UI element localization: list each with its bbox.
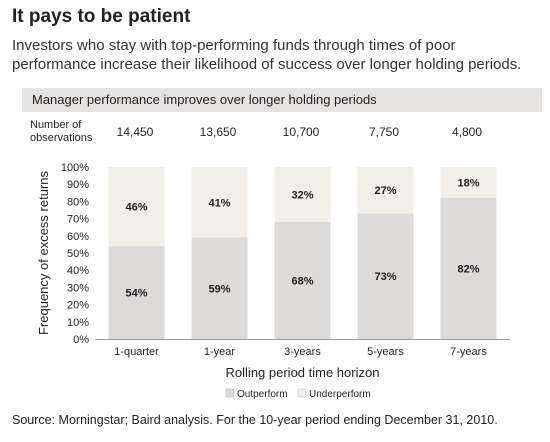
data-label-outperform: 73% bbox=[374, 271, 396, 283]
stacked-bar-chart: 0% 10% 20% 30% 40% 50% 60% 70% 80% 90% 100% Frequen… bbox=[36, 162, 510, 400]
bar-underperform bbox=[357, 167, 414, 214]
observation-count: 13,650 bbox=[199, 125, 237, 139]
y-tick-label: 0% bbox=[73, 334, 89, 346]
panel-header: Manager performance improves over longer… bbox=[22, 88, 542, 112]
bar-outperform bbox=[108, 246, 165, 339]
observation-count: 4,800 bbox=[451, 125, 483, 139]
bar-outperform bbox=[191, 237, 248, 339]
observation-count: 7,750 bbox=[368, 125, 400, 139]
data-label-underperform: 27% bbox=[374, 185, 396, 197]
chart-subtitle: Investors who stay with top-performing f… bbox=[12, 37, 522, 73]
observations-label: Number of observations bbox=[30, 119, 93, 144]
data-label-outperform: 59% bbox=[208, 283, 230, 295]
data-label-outperform: 68% bbox=[291, 276, 313, 288]
data-label-underperform: 41% bbox=[208, 197, 230, 209]
data-label-outperform: 54% bbox=[125, 288, 147, 300]
legend-label-underperform: Underperform bbox=[309, 389, 371, 400]
y-tick-label: 70% bbox=[67, 214, 89, 226]
y-tick-label: 40% bbox=[67, 265, 89, 277]
bar-outperform bbox=[440, 197, 497, 339]
bar-outperform bbox=[357, 213, 414, 339]
y-tick-label: 30% bbox=[67, 282, 89, 294]
data-label-underperform: 18% bbox=[457, 177, 479, 189]
legend-swatch-outperform bbox=[225, 388, 235, 398]
x-tick-label: 5-years bbox=[367, 346, 404, 358]
x-tick-label: 1-year bbox=[204, 346, 236, 358]
y-axis-label: Frequency of excess returns bbox=[36, 170, 51, 335]
x-tick-label: 1-quarter bbox=[114, 346, 159, 358]
bar-underperform bbox=[191, 167, 248, 238]
bar-outperform bbox=[274, 222, 331, 339]
chart-title: It pays to be patient bbox=[12, 6, 191, 27]
x-tick-label: 7-years bbox=[450, 346, 487, 358]
y-tick-label: 100% bbox=[61, 162, 89, 174]
bar-underperform bbox=[108, 167, 165, 247]
observation-count: 14,450 bbox=[116, 125, 154, 139]
legend-swatch-underperform bbox=[297, 388, 307, 398]
observation-count: 10,700 bbox=[282, 125, 320, 139]
y-tick-label: 20% bbox=[67, 300, 89, 312]
data-label-underperform: 46% bbox=[125, 202, 147, 214]
y-tick-label: 10% bbox=[67, 317, 89, 329]
y-tick-label: 80% bbox=[67, 196, 89, 208]
source-note: Source: Morningstar; Baird analysis. For… bbox=[12, 413, 498, 427]
y-tick-label: 90% bbox=[67, 179, 89, 191]
data-label-outperform: 82% bbox=[457, 263, 479, 275]
data-label-underperform: 32% bbox=[291, 190, 313, 202]
bar-underperform bbox=[274, 167, 331, 223]
x-axis-label: Rolling period time horizon bbox=[226, 365, 380, 380]
y-tick-label: 50% bbox=[67, 248, 89, 260]
legend-label-outperform: Outperform bbox=[237, 389, 288, 400]
bar-underperform bbox=[440, 167, 497, 198]
x-tick-label: 3-years bbox=[284, 346, 321, 358]
y-tick-label: 60% bbox=[67, 231, 89, 243]
